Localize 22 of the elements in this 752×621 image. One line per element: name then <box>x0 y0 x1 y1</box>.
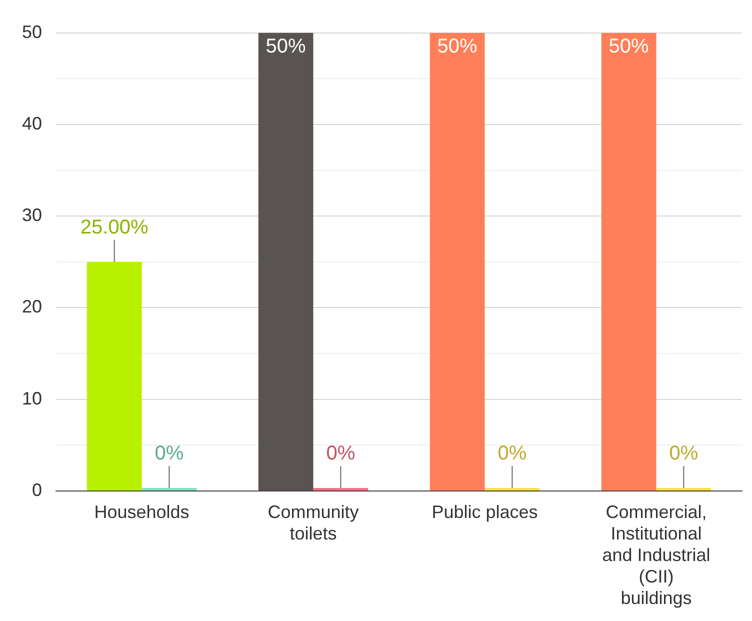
data-label: 0% <box>326 442 356 465</box>
x-tick-label: Households <box>94 502 190 522</box>
data-label: 50% <box>437 35 478 58</box>
x-tick-label: Commercial, Institutional and Industrial (CII) buildings <box>602 502 710 608</box>
y-tick-label: 50 <box>22 22 42 42</box>
y-tick-label: 10 <box>22 388 42 408</box>
data-label: 0% <box>498 442 527 465</box>
y-tick-label: 0 <box>32 480 42 500</box>
y-tick-label: 40 <box>22 113 42 134</box>
y-tick-label: 30 <box>22 205 42 226</box>
data-label: 25.00% <box>80 216 148 238</box>
data-label: 0% <box>154 442 184 465</box>
data-label: 50% <box>266 35 306 58</box>
data-label: 50% <box>608 35 650 58</box>
y-tick-label: 20 <box>22 296 42 317</box>
x-tick-label: Public places <box>432 502 538 522</box>
bar <box>258 32 314 490</box>
bar <box>430 32 485 490</box>
x-tick-label: Community toilets <box>268 502 359 544</box>
data-label: 0% <box>669 442 698 465</box>
bar <box>86 262 142 490</box>
bar <box>601 32 656 490</box>
